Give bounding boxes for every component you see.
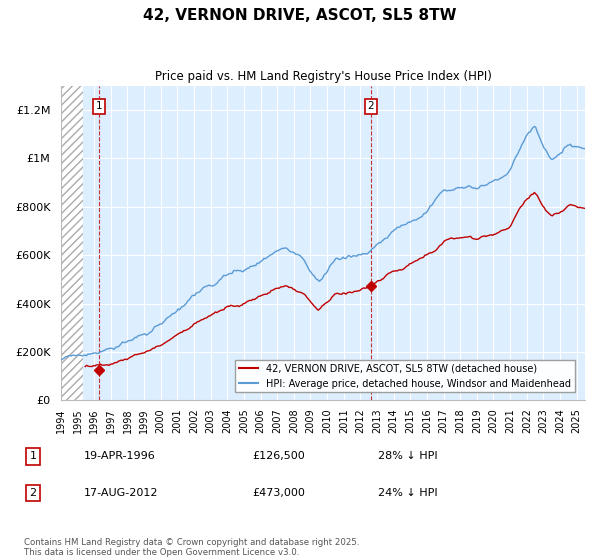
Title: Price paid vs. HM Land Registry's House Price Index (HPI): Price paid vs. HM Land Registry's House …: [155, 70, 491, 83]
Text: £126,500: £126,500: [252, 451, 305, 461]
Text: 1: 1: [29, 451, 37, 461]
Text: 28% ↓ HPI: 28% ↓ HPI: [378, 451, 437, 461]
Bar: [61, 86, 83, 400]
Text: 1: 1: [96, 101, 103, 111]
Legend: 42, VERNON DRIVE, ASCOT, SL5 8TW (detached house), HPI: Average price, detached : 42, VERNON DRIVE, ASCOT, SL5 8TW (detach…: [235, 360, 575, 393]
Text: 24% ↓ HPI: 24% ↓ HPI: [378, 488, 437, 498]
Text: 19-APR-1996: 19-APR-1996: [84, 451, 156, 461]
Text: 17-AUG-2012: 17-AUG-2012: [84, 488, 158, 498]
Text: 2: 2: [367, 101, 374, 111]
Text: Contains HM Land Registry data © Crown copyright and database right 2025.
This d: Contains HM Land Registry data © Crown c…: [24, 538, 359, 557]
Text: 2: 2: [29, 488, 37, 498]
Text: £473,000: £473,000: [252, 488, 305, 498]
Text: 42, VERNON DRIVE, ASCOT, SL5 8TW: 42, VERNON DRIVE, ASCOT, SL5 8TW: [143, 8, 457, 24]
